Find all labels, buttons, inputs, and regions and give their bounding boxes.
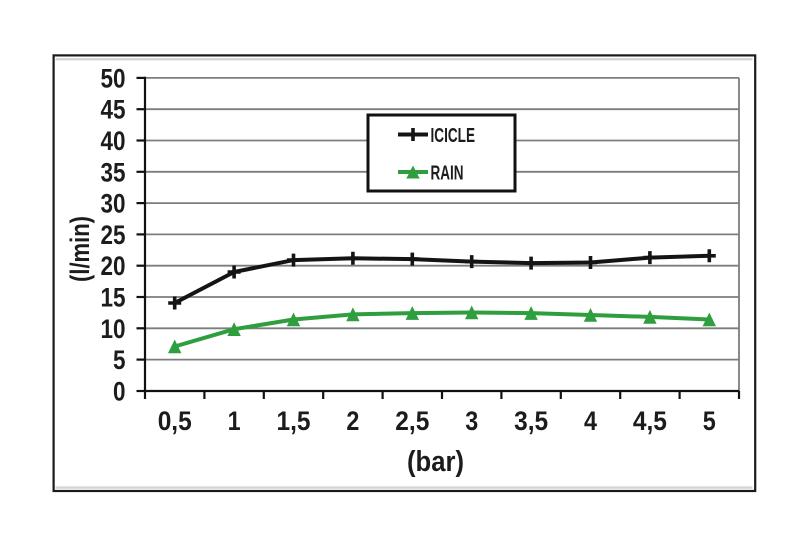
svg-text:4: 4 xyxy=(584,406,597,436)
svg-text:0,5: 0,5 xyxy=(158,406,192,436)
svg-text:15: 15 xyxy=(101,283,126,313)
svg-text:10: 10 xyxy=(101,314,126,344)
svg-text:50: 50 xyxy=(101,63,126,93)
svg-text:3: 3 xyxy=(465,406,478,436)
svg-text:5: 5 xyxy=(703,406,716,436)
svg-text:3,5: 3,5 xyxy=(514,406,548,436)
svg-text:ICICLE: ICICLE xyxy=(431,124,476,147)
svg-text:1: 1 xyxy=(228,406,241,436)
svg-text:1,5: 1,5 xyxy=(277,406,311,436)
svg-text:25: 25 xyxy=(101,220,126,250)
svg-text:5: 5 xyxy=(113,345,126,375)
svg-text:20: 20 xyxy=(101,251,126,281)
svg-text:(l/min): (l/min) xyxy=(65,216,95,282)
svg-text:2: 2 xyxy=(346,406,359,436)
svg-text:(bar): (bar) xyxy=(407,446,464,478)
svg-text:2,5: 2,5 xyxy=(395,406,429,436)
svg-text:45: 45 xyxy=(101,95,126,125)
svg-text:4,5: 4,5 xyxy=(633,406,667,436)
svg-text:35: 35 xyxy=(101,157,126,187)
svg-text:40: 40 xyxy=(101,126,126,156)
svg-text:RAIN: RAIN xyxy=(431,161,464,184)
svg-text:0: 0 xyxy=(113,376,126,406)
svg-text:30: 30 xyxy=(101,189,126,219)
